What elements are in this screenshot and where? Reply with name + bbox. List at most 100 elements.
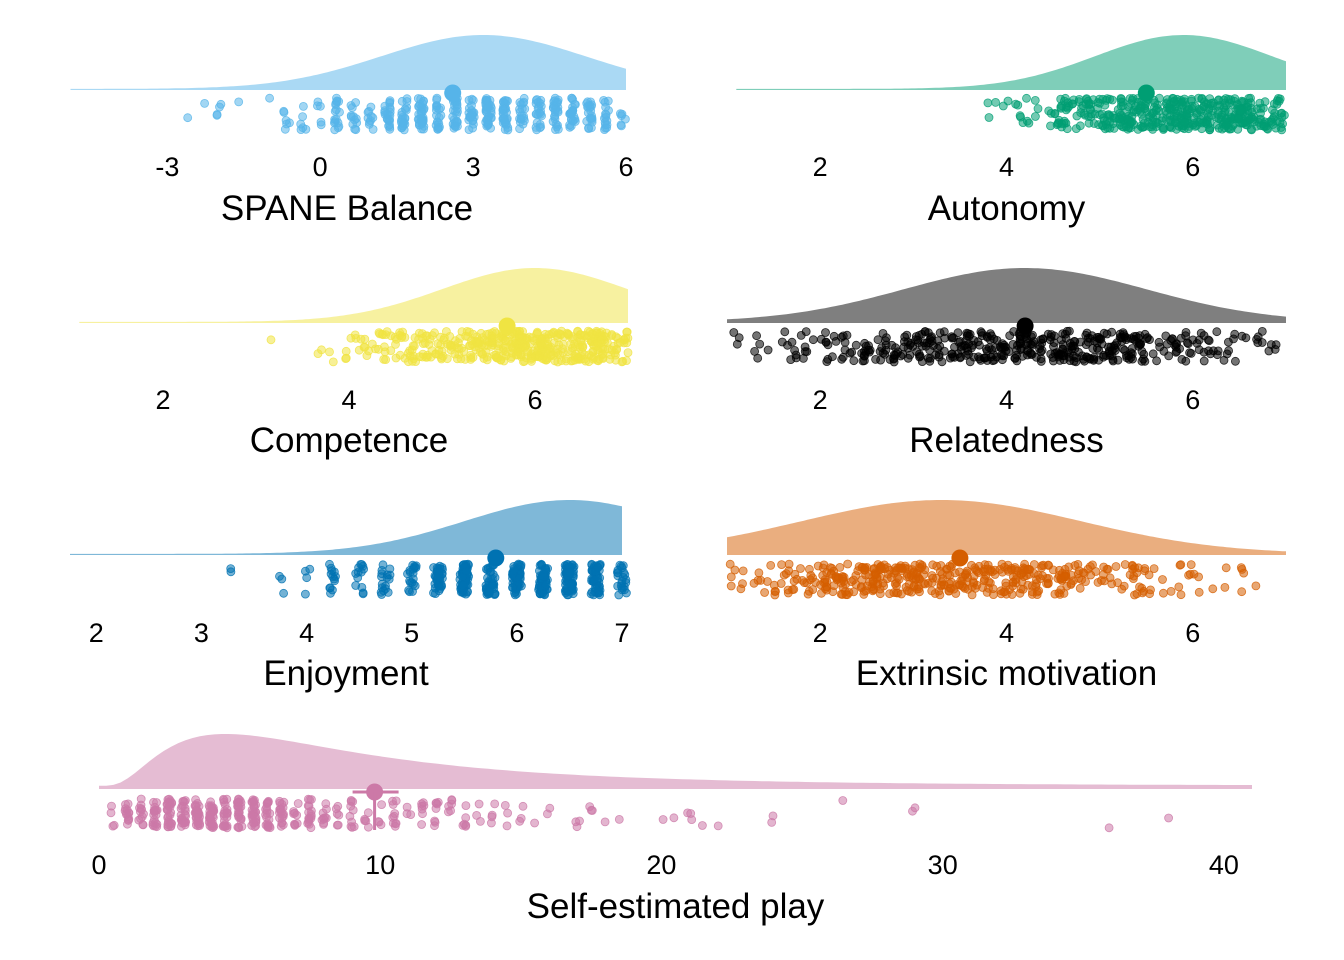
- tick-label: 6: [1185, 385, 1200, 415]
- data-point: [1029, 560, 1039, 569]
- data-point: [752, 331, 761, 341]
- data-point: [927, 586, 937, 596]
- data-point: [1154, 337, 1164, 347]
- data-point: [1149, 564, 1159, 573]
- data-point: [600, 817, 610, 827]
- tick-label: 2: [89, 618, 104, 648]
- data-point: [509, 566, 519, 576]
- data-point: [1056, 349, 1066, 359]
- data-point: [183, 113, 193, 123]
- data-point: [1252, 121, 1262, 131]
- data-point: [1113, 578, 1122, 588]
- data-point: [296, 125, 306, 135]
- data-point: [402, 809, 412, 819]
- data-point: [1217, 124, 1227, 134]
- data-point: [1016, 112, 1025, 122]
- data-point: [614, 590, 624, 600]
- data-point: [474, 799, 484, 809]
- axis-title-enjoyment: Enjoyment: [263, 654, 429, 693]
- data-point: [890, 579, 900, 589]
- data-point: [166, 819, 176, 828]
- data-point: [346, 796, 356, 805]
- data-point: [932, 561, 942, 571]
- data-point: [1004, 347, 1014, 357]
- mean-marker-autonomy: [1137, 84, 1155, 102]
- data-point: [808, 335, 818, 345]
- data-point: [1219, 355, 1229, 365]
- data-point: [449, 123, 459, 133]
- data-point: [397, 107, 407, 117]
- data-point: [911, 332, 921, 341]
- tick-label: 2: [813, 385, 828, 415]
- data-point: [553, 124, 563, 134]
- data-point: [328, 357, 338, 367]
- data-point: [586, 805, 596, 815]
- mean-marker-spane-balance: [444, 84, 462, 102]
- tick-label: 4: [299, 618, 314, 648]
- data-point: [382, 573, 392, 582]
- data-point: [363, 822, 373, 832]
- data-point: [445, 331, 455, 341]
- panel-extrinsic-motivation: 2 4 6 Extrinsic motivation: [725, 500, 1286, 693]
- data-point: [381, 355, 391, 365]
- data-point: [321, 799, 331, 809]
- data-point: [1080, 110, 1090, 120]
- data-point: [300, 589, 310, 599]
- data-point: [1251, 581, 1261, 591]
- data-point: [1030, 96, 1040, 105]
- tick-label: 2: [813, 152, 828, 182]
- data-point: [1128, 94, 1138, 103]
- data-point: [467, 110, 477, 120]
- data-point: [851, 580, 861, 589]
- data-point: [984, 113, 994, 122]
- tick-label: 20: [646, 850, 676, 880]
- data-point: [1205, 118, 1215, 127]
- data-point: [517, 333, 527, 343]
- data-point: [180, 796, 190, 805]
- data-point: [749, 578, 759, 588]
- tick-label: 2: [155, 385, 170, 415]
- data-point: [1158, 113, 1168, 123]
- data-point: [1186, 348, 1196, 358]
- data-point: [998, 339, 1007, 349]
- panel-self-estimated-play: 0 10 20 30 40 Self-estimated play: [91, 734, 1252, 926]
- data-point: [873, 335, 883, 345]
- data-point: [124, 814, 134, 824]
- data-point: [1056, 585, 1066, 595]
- data-point: [583, 97, 592, 107]
- axis-title-spane-balance: SPANE Balance: [221, 189, 473, 228]
- data-point: [356, 560, 366, 569]
- data-point: [750, 346, 759, 356]
- data-point: [889, 350, 899, 360]
- points-autonomy: [983, 93, 1289, 135]
- data-point: [1027, 590, 1037, 599]
- data-point: [1010, 353, 1020, 363]
- data-point: [617, 121, 626, 131]
- data-point: [586, 589, 596, 599]
- data-point: [1008, 578, 1018, 587]
- data-point: [1208, 584, 1218, 594]
- data-point: [458, 580, 468, 590]
- data-point: [821, 328, 830, 337]
- data-point: [920, 565, 930, 575]
- data-point: [179, 818, 189, 828]
- tick-label: 5: [404, 618, 419, 648]
- data-point: [822, 357, 832, 367]
- data-point: [767, 818, 777, 827]
- data-point: [234, 802, 243, 812]
- data-point: [1159, 588, 1168, 598]
- data-point: [1136, 107, 1145, 116]
- data-point: [567, 581, 576, 591]
- data-point: [792, 574, 802, 584]
- data-point: [408, 568, 418, 578]
- data-point: [725, 559, 735, 569]
- density-self-estimated-play: [99, 734, 1252, 789]
- data-point: [498, 105, 508, 115]
- data-point: [215, 102, 224, 112]
- data-point: [1016, 570, 1026, 580]
- data-point: [433, 573, 443, 583]
- data-point: [960, 340, 970, 350]
- data-point: [277, 818, 287, 828]
- data-point: [1184, 570, 1193, 580]
